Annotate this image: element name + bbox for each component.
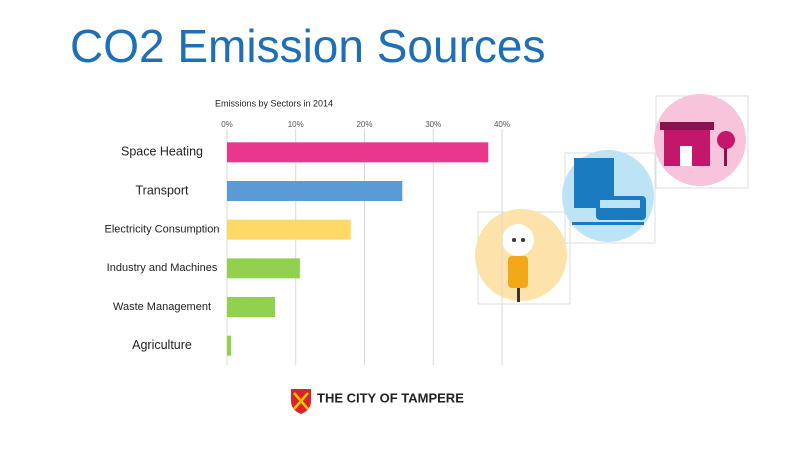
- door: [680, 146, 692, 166]
- logo-emblem: [293, 392, 309, 410]
- plug-cord: [517, 288, 520, 302]
- bar: [227, 142, 489, 163]
- footer-text: THE CITY OF TAMPERE: [317, 390, 464, 405]
- trunk: [724, 148, 727, 166]
- y-tick-label: Agriculture: [132, 338, 192, 352]
- chart-title: Emissions by Sectors in 2014: [215, 98, 333, 108]
- x-tick-label: 10%: [288, 120, 304, 129]
- logo: [291, 389, 311, 414]
- x-tick-label: 0%: [221, 120, 233, 129]
- tram-window: [600, 200, 640, 208]
- bar: [227, 335, 232, 356]
- bar: [227, 181, 403, 201]
- plug-pin: [521, 238, 525, 242]
- roof: [660, 122, 714, 130]
- x-tick-label: 30%: [425, 120, 441, 129]
- tree: [717, 131, 735, 149]
- x-tick-label: 20%: [356, 120, 372, 129]
- plug-pin: [512, 238, 516, 242]
- slide-title: CO2 Emission Sources: [70, 20, 546, 72]
- bar: [227, 297, 276, 317]
- y-tick-label: Waste Management: [113, 301, 211, 313]
- x-tick-label: 40%: [494, 120, 510, 129]
- rail: [572, 222, 644, 225]
- bar: [227, 258, 300, 279]
- y-tick-label: Electricity Consumption: [105, 224, 220, 236]
- plug-head: [502, 224, 534, 256]
- y-tick-label: Transport: [135, 183, 189, 197]
- bar: [227, 219, 351, 240]
- y-tick-label: Space Heating: [121, 145, 203, 159]
- y-tick-label: Industry and Machines: [107, 262, 218, 274]
- plug-body: [508, 256, 528, 288]
- illustrations: [475, 94, 749, 305]
